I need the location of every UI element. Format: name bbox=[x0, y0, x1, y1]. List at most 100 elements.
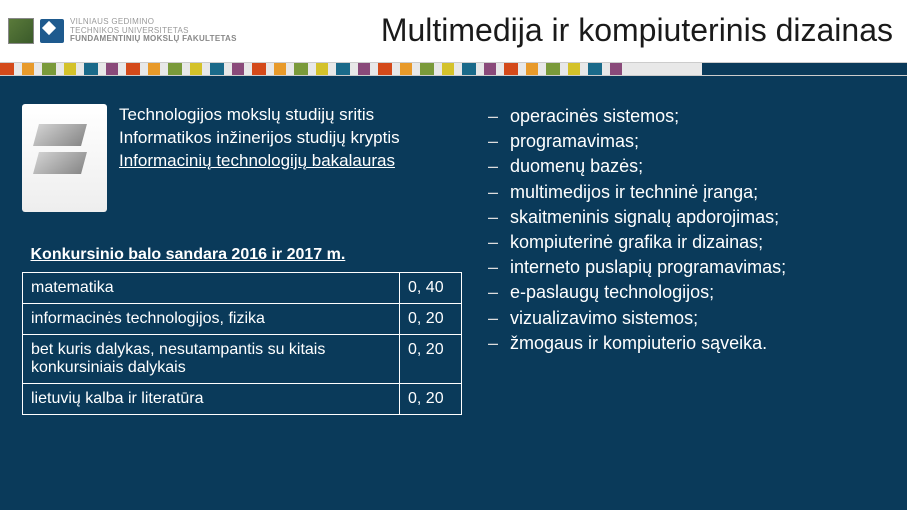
stripe-segment bbox=[76, 63, 84, 75]
stripe-segment bbox=[454, 63, 462, 75]
stripe-segment bbox=[476, 63, 484, 75]
stripe-segment bbox=[434, 63, 442, 75]
stripe-segment bbox=[22, 63, 34, 75]
dash-icon: – bbox=[488, 154, 498, 179]
dash-icon: – bbox=[488, 280, 498, 305]
list-item-text: žmogaus ir kompiuterio sąveika. bbox=[510, 331, 767, 356]
stripe-segment bbox=[42, 63, 56, 75]
list-item-text: e-paslaugų technologijos; bbox=[510, 280, 714, 305]
list-item: –programavimas; bbox=[488, 129, 889, 154]
dash-icon: – bbox=[488, 180, 498, 205]
stripe-segment bbox=[412, 63, 420, 75]
slide-header: VILNIAUS GEDIMINO TECHNIKOS UNIVERSITETA… bbox=[0, 0, 907, 62]
weight-cell: 0, 20 bbox=[400, 335, 462, 384]
stripe-segment bbox=[538, 63, 546, 75]
stripe-segment bbox=[358, 63, 370, 75]
dash-icon: – bbox=[488, 205, 498, 230]
intro-row: Technologijos mokslų studijų sritis Info… bbox=[22, 104, 462, 212]
stripe-segment bbox=[266, 63, 274, 75]
list-item: –e-paslaugų technologijos; bbox=[488, 280, 889, 305]
stripe-segment bbox=[328, 63, 336, 75]
stripe-segment bbox=[160, 63, 168, 75]
study-program-info: Technologijos mokslų studijų sritis Info… bbox=[119, 104, 400, 212]
list-item-text: duomenų bazės; bbox=[510, 154, 643, 179]
stripe-segment bbox=[274, 63, 286, 75]
slide-title: Multimedija ir kompiuterinis dizainas bbox=[381, 12, 893, 49]
logo-line-3: FUNDAMENTINIŲ MOKSLŲ FAKULTETAS bbox=[70, 35, 237, 44]
stripe-segment bbox=[252, 63, 266, 75]
dash-icon: – bbox=[488, 129, 498, 154]
list-item-text: interneto puslapių programavimas; bbox=[510, 255, 786, 280]
stripe-segment bbox=[168, 63, 182, 75]
stripe-segment bbox=[294, 63, 308, 75]
list-item: –kompiuterinė grafika ir dizainas; bbox=[488, 230, 889, 255]
stripe-segment bbox=[14, 63, 22, 75]
list-item-text: multimedijos ir techninė įranga; bbox=[510, 180, 758, 205]
stripe-segment bbox=[580, 63, 588, 75]
stripe-segment bbox=[202, 63, 210, 75]
stripe-segment bbox=[610, 63, 622, 75]
stripe-segment bbox=[336, 63, 350, 75]
stripe-segment bbox=[392, 63, 400, 75]
stripe-segment bbox=[190, 63, 202, 75]
stripe-segment bbox=[232, 63, 244, 75]
table-row: informacinės technologijos, fizika0, 20 bbox=[23, 304, 462, 335]
stripe-segment bbox=[308, 63, 316, 75]
stripe-segment bbox=[84, 63, 98, 75]
intro-line-1: Technologijos mokslų studijų sritis bbox=[119, 104, 400, 127]
decorative-color-stripe bbox=[0, 62, 907, 76]
stripe-segment bbox=[504, 63, 518, 75]
stripe-segment bbox=[442, 63, 454, 75]
table-row: matematika0, 40 bbox=[23, 273, 462, 304]
stripe-segment bbox=[316, 63, 328, 75]
subject-cell: lietuvių kalba ir literatūra bbox=[23, 384, 400, 415]
stripe-segment bbox=[518, 63, 526, 75]
dash-icon: – bbox=[488, 255, 498, 280]
stripe-segment bbox=[64, 63, 76, 75]
vgtu-columns-icon bbox=[8, 18, 34, 44]
subject-cell: informacinės technologijos, fizika bbox=[23, 304, 400, 335]
stripe-segment bbox=[210, 63, 224, 75]
list-item-text: operacinės sistemos; bbox=[510, 104, 679, 129]
subject-cell: matematika bbox=[23, 273, 400, 304]
stripe-segment bbox=[244, 63, 252, 75]
competition-score-table: Konkursinio balo sandara 2016 ir 2017 m.… bbox=[22, 242, 462, 415]
weight-cell: 0, 20 bbox=[400, 384, 462, 415]
intro-line-3: Informacinių technologijų bakalauras bbox=[119, 150, 400, 173]
weight-cell: 0, 20 bbox=[400, 304, 462, 335]
stripe-segment bbox=[224, 63, 232, 75]
list-item: –vizualizavimo sistemos; bbox=[488, 306, 889, 331]
stripe-segment bbox=[378, 63, 392, 75]
list-item-text: skaitmeninis signalų apdorojimas; bbox=[510, 205, 779, 230]
stripe-segment bbox=[182, 63, 190, 75]
stripe-segment bbox=[126, 63, 140, 75]
stripe-segment bbox=[496, 63, 504, 75]
dash-icon: – bbox=[488, 230, 498, 255]
weight-cell: 0, 40 bbox=[400, 273, 462, 304]
stripe-segment bbox=[546, 63, 560, 75]
stripe-segment bbox=[34, 63, 42, 75]
slide-content: Technologijos mokslų studijų sritis Info… bbox=[0, 76, 907, 433]
stripe-segment bbox=[106, 63, 118, 75]
abstract-blocks-icon bbox=[22, 104, 107, 212]
stripe-segment bbox=[622, 63, 702, 75]
stripe-segment bbox=[602, 63, 610, 75]
logo-block: VILNIAUS GEDIMINO TECHNIKOS UNIVERSITETA… bbox=[8, 18, 237, 44]
topics-list: –operacinės sistemos;–programavimas;–duo… bbox=[488, 104, 889, 356]
stripe-segment bbox=[0, 63, 14, 75]
stripe-segment bbox=[420, 63, 434, 75]
left-column: Technologijos mokslų studijų sritis Info… bbox=[22, 104, 462, 415]
stripe-segment bbox=[350, 63, 358, 75]
stripe-segment bbox=[148, 63, 160, 75]
stripe-segment bbox=[462, 63, 476, 75]
stripe-segment bbox=[98, 63, 106, 75]
stripe-segment bbox=[286, 63, 294, 75]
stripe-segment bbox=[118, 63, 126, 75]
list-item: –duomenų bazės; bbox=[488, 154, 889, 179]
dash-icon: – bbox=[488, 331, 498, 356]
list-item-text: vizualizavimo sistemos; bbox=[510, 306, 698, 331]
right-column: –operacinės sistemos;–programavimas;–duo… bbox=[488, 104, 889, 415]
university-name: VILNIAUS GEDIMINO TECHNIKOS UNIVERSITETA… bbox=[70, 18, 237, 44]
stripe-segment bbox=[568, 63, 580, 75]
intro-line-2: Informatikos inžinerijos studijų kryptis bbox=[119, 127, 400, 150]
